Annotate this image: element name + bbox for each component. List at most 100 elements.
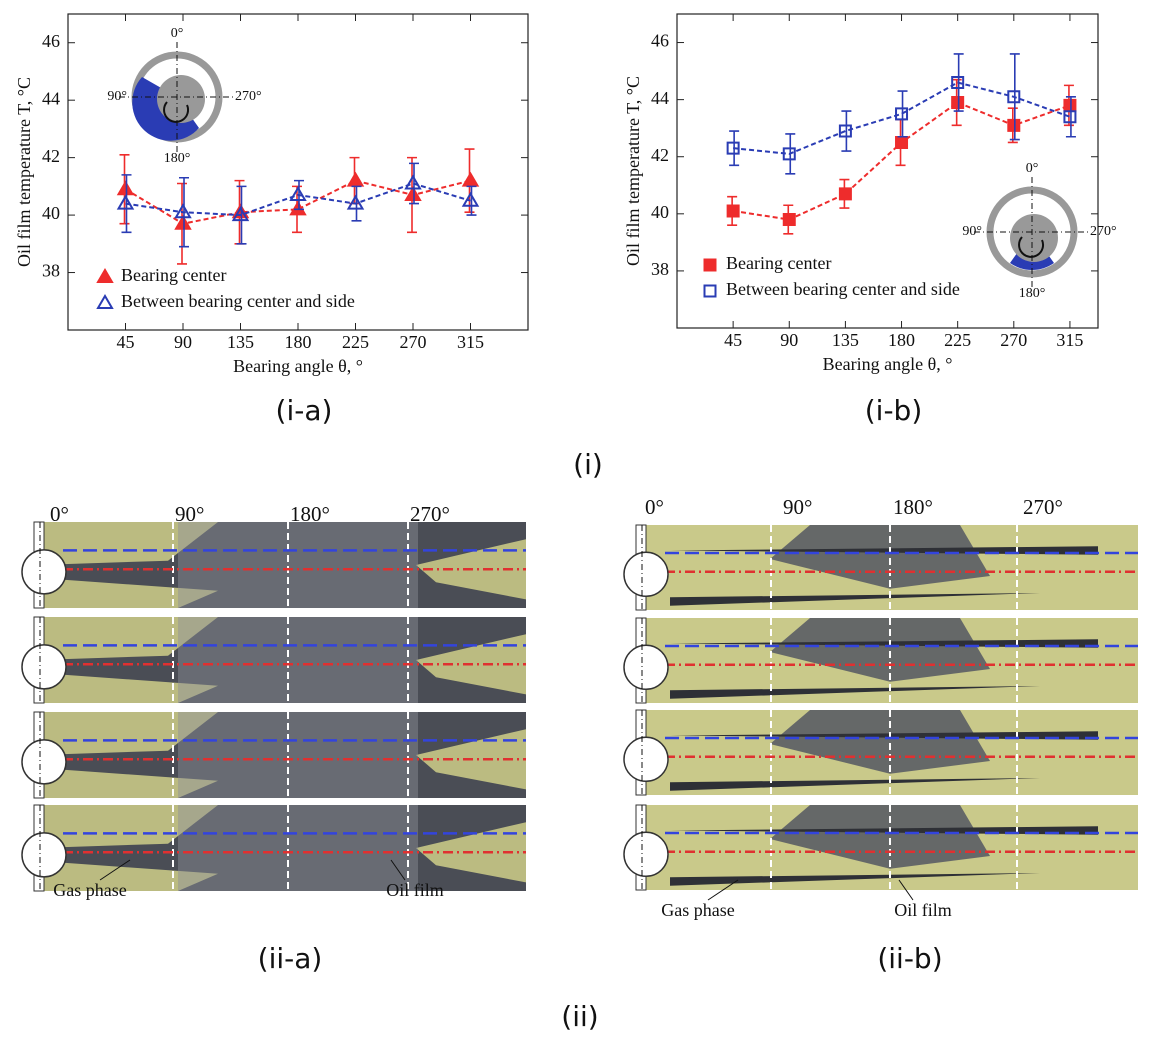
inset-label: 90° — [962, 224, 982, 239]
data-point — [174, 214, 192, 230]
gas-region — [38, 712, 218, 755]
y-tick-label: 42 — [651, 145, 669, 165]
x-tick-label: 225 — [944, 330, 971, 350]
inset-label: 90° — [107, 89, 127, 104]
data-point — [174, 203, 192, 219]
photo-strip — [21, 804, 526, 892]
x-tick-label: 45 — [724, 330, 742, 350]
data-point — [116, 180, 135, 196]
photo-strip — [623, 709, 1138, 796]
y-tick-label: 46 — [651, 31, 669, 51]
legend-marker — [96, 294, 114, 309]
legend-label: Bearing center — [726, 253, 831, 273]
plot-frame — [676, 13, 1099, 329]
inset-diagram: 0° 90° 180° 270° — [962, 161, 1116, 301]
probe-circle — [623, 831, 669, 878]
error-bar — [409, 162, 419, 205]
strip-light — [178, 805, 418, 891]
pointer — [99, 859, 131, 881]
rotation-arrow — [1018, 236, 1045, 258]
x-tick-label: 270 — [1000, 330, 1027, 350]
strip-light — [178, 522, 418, 608]
angle-label: 180° — [290, 502, 330, 526]
panel-caption: (ii-b) — [877, 942, 942, 975]
legend-label: Between bearing center and side — [726, 279, 960, 299]
journal — [157, 75, 205, 123]
series-line — [125, 182, 471, 217]
data-point — [1063, 98, 1077, 112]
angle-label: 0° — [50, 502, 69, 526]
data-point — [726, 204, 740, 218]
angle-label: 270° — [1023, 495, 1063, 519]
y-axis-label: Oil film temperature T, °C — [14, 77, 34, 267]
pointer — [707, 879, 739, 901]
data-point — [231, 206, 250, 222]
x-tick-label: 135 — [227, 332, 254, 352]
gas-label: Gas phase — [661, 900, 734, 920]
data-point — [951, 95, 965, 109]
error-bar — [841, 110, 852, 152]
error-bar — [179, 176, 189, 248]
inset-label: 0° — [171, 26, 184, 41]
x-axis-label: Bearing angle θ, ° — [233, 356, 363, 376]
data-point — [1007, 118, 1021, 132]
y-tick-label: 38 — [651, 259, 669, 279]
group-caption: (i) — [573, 448, 603, 481]
journal — [1010, 214, 1058, 262]
data-point — [838, 124, 852, 138]
gas-region — [38, 805, 218, 848]
error-bar — [294, 179, 304, 211]
rotation-arrow — [163, 101, 190, 123]
photo-strip — [21, 616, 526, 704]
data-point — [289, 200, 307, 216]
x-tick-label: 225 — [342, 332, 369, 352]
inset-label: 0° — [1026, 161, 1039, 176]
photo-strip — [623, 804, 1138, 891]
legend-marker — [703, 284, 717, 298]
data-point — [116, 194, 135, 210]
data-point — [404, 174, 422, 190]
data-point — [726, 141, 740, 155]
oil-label: Oil film — [894, 900, 952, 920]
panel-caption: (ii-a) — [258, 942, 323, 975]
error-bar — [466, 185, 477, 216]
group-caption: (ii) — [561, 1000, 598, 1033]
legend-label: Between bearing center and side — [121, 291, 355, 311]
data-point — [951, 76, 965, 90]
legend-marker — [96, 268, 114, 283]
data-point — [461, 191, 480, 207]
probe-circle — [21, 644, 67, 690]
error-bar — [351, 185, 362, 222]
error-bar — [785, 133, 796, 175]
probe-circle — [623, 736, 669, 783]
data-point — [895, 107, 909, 121]
probe-circle — [21, 832, 67, 878]
data-point — [346, 171, 365, 187]
pointer — [898, 879, 914, 901]
error-bar — [1065, 95, 1076, 138]
inset-diagram: 0° 90° 180° 270° — [107, 26, 261, 166]
chart-caption: (i-a) — [276, 394, 333, 427]
inset-label: 270° — [235, 89, 262, 104]
y-tick-label: 44 — [651, 88, 669, 108]
probe-circle — [21, 739, 67, 785]
error-bar — [1009, 53, 1020, 141]
error-bar — [236, 185, 247, 245]
photo-strip — [21, 521, 526, 609]
angle-label: 90° — [175, 502, 204, 526]
angle-label: 0° — [645, 495, 664, 519]
x-axis-label: Bearing angle θ, ° — [823, 354, 953, 374]
y-tick-label: 46 — [42, 31, 60, 51]
legend-marker — [703, 258, 717, 272]
error-bar — [121, 174, 132, 234]
data-point — [782, 213, 796, 227]
inset-label: 270° — [1090, 224, 1117, 239]
x-tick-label: 90 — [780, 330, 798, 350]
photo-strip — [623, 524, 1138, 611]
error-bar — [897, 90, 908, 138]
data-point — [461, 171, 480, 187]
data-point — [838, 187, 852, 201]
y-tick-label: 44 — [42, 88, 60, 108]
x-tick-label: 180 — [285, 332, 312, 352]
